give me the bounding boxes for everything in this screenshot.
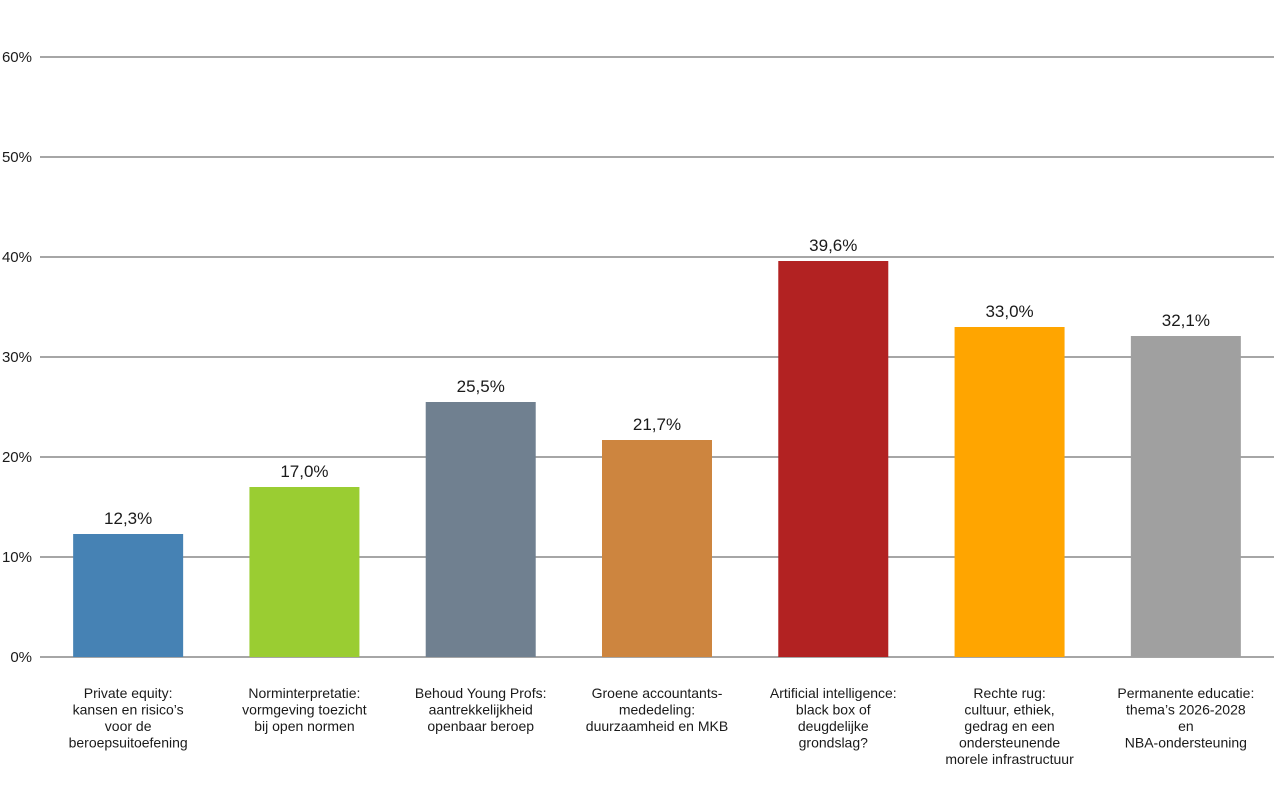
data-label: 33,0% bbox=[985, 302, 1033, 321]
y-tick-label: 10% bbox=[2, 549, 32, 566]
x-tick-label-line: Norminterpretatie: bbox=[248, 685, 360, 701]
data-label: 21,7% bbox=[633, 415, 681, 434]
x-tick-label-line: bij open normen bbox=[254, 718, 354, 734]
data-label: 17,0% bbox=[280, 462, 328, 481]
x-tick-label: Behoud Young Profs: aantrekkelijkheid open… bbox=[415, 685, 547, 734]
x-tick-label: Rechte rug: cultuur, ethiek, gedrag en een… bbox=[945, 685, 1074, 767]
x-tick-label-line: Rechte rug: bbox=[973, 685, 1045, 701]
bar bbox=[425, 402, 536, 657]
x-tick-label-line: ondersteunende bbox=[959, 735, 1060, 751]
bar bbox=[954, 327, 1065, 657]
data-label: 32,1% bbox=[1162, 311, 1210, 330]
x-tick-label-line: Groene accountants- bbox=[592, 685, 723, 701]
x-tick-label-line: duurzaamheid en MKB bbox=[586, 718, 728, 734]
bar bbox=[778, 261, 889, 657]
x-tick-label-line: thema’s 2026-2028 bbox=[1126, 702, 1246, 718]
x-tick-label-line: openbaar beroep bbox=[427, 718, 534, 734]
x-tick-label-line: aantrekkelijkheid bbox=[429, 702, 533, 718]
x-tick-label: Permanente educatie: thema’s 2026-2028 en N… bbox=[1117, 685, 1254, 751]
x-tick-label: Groene accountants-mededeling: duurzaamhe… bbox=[586, 685, 728, 734]
y-tick-label: 0% bbox=[10, 649, 32, 666]
bar bbox=[1130, 336, 1241, 657]
x-tick-label-line: grondslag? bbox=[799, 735, 868, 751]
x-tick-label-line: vormgeving toezicht bbox=[242, 702, 367, 718]
x-tick-label-line: Permanente educatie: bbox=[1117, 685, 1254, 701]
x-tick-label-line: Behoud Young Profs: bbox=[415, 685, 547, 701]
data-label: 12,3% bbox=[104, 509, 152, 528]
x-tick-label-line: en bbox=[1178, 718, 1194, 734]
y-tick-label: 20% bbox=[2, 449, 32, 466]
y-tick-label: 60% bbox=[2, 49, 32, 66]
x-tick-label-line: voor de bbox=[105, 718, 152, 734]
x-tick-label-line: cultuur, ethiek, bbox=[964, 702, 1054, 718]
bar bbox=[249, 487, 360, 657]
bar bbox=[602, 440, 712, 657]
bar bbox=[73, 534, 184, 657]
x-tick-label-line: morele infrastructuur bbox=[945, 751, 1074, 767]
data-label: 25,5% bbox=[457, 377, 505, 396]
x-tick-label-line: black box of bbox=[796, 702, 871, 718]
x-tick-label-line: deugdelijke bbox=[798, 718, 869, 734]
x-tick-label-line: mededeling: bbox=[619, 702, 695, 718]
x-tick-label: Artificial intelligence: black box of deug… bbox=[770, 685, 897, 751]
x-tick-label-line: Private equity: bbox=[84, 685, 173, 701]
x-tick-label-line: beroepsuitoefening bbox=[69, 735, 188, 751]
data-label: 39,6% bbox=[809, 236, 857, 255]
x-tick-label-line: NBA-ondersteuning bbox=[1125, 735, 1247, 751]
y-tick-label: 40% bbox=[2, 249, 32, 266]
x-tick-label-line: kansen en risico’s bbox=[73, 702, 184, 718]
x-tick-label: Private equity: kansen en risico’s voor de… bbox=[69, 685, 188, 751]
x-tick-label-line: gedrag en een bbox=[964, 718, 1054, 734]
y-tick-label: 50% bbox=[2, 149, 32, 166]
y-tick-label: 30% bbox=[2, 349, 32, 366]
x-tick-label-line: Artificial intelligence: bbox=[770, 685, 897, 701]
x-tick-label: Norminterpretatie: vormgeving toezicht bij… bbox=[242, 685, 367, 734]
